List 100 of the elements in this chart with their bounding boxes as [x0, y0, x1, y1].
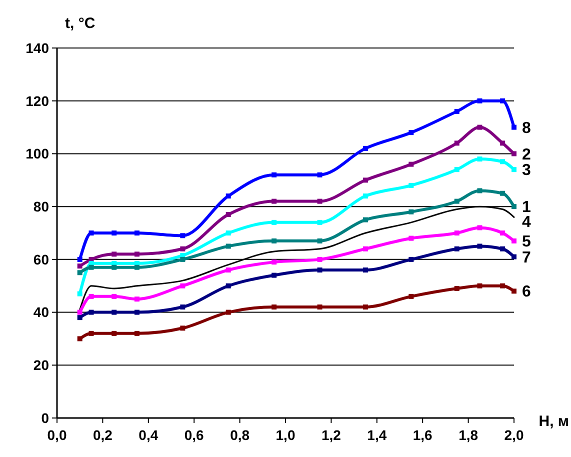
x-tick-label: 0,8: [230, 427, 250, 443]
point: [134, 296, 140, 302]
series-label: 5: [522, 234, 531, 251]
point: [454, 140, 460, 146]
point: [88, 230, 94, 236]
y-axis-title: t, °C: [65, 15, 96, 32]
point: [500, 190, 506, 196]
point: [112, 252, 117, 257]
point: [362, 194, 368, 198]
point: [77, 336, 82, 342]
point: [362, 217, 368, 222]
point: [112, 294, 117, 299]
point: [88, 330, 94, 336]
point: [226, 283, 231, 288]
point: [408, 130, 414, 136]
point: [112, 264, 117, 270]
point: [77, 256, 82, 262]
x-tick-label: 2,0: [504, 427, 524, 443]
point: [112, 330, 117, 336]
series-label: 1: [522, 199, 531, 216]
point: [180, 233, 186, 238]
point: [408, 182, 414, 188]
point: [477, 124, 482, 130]
point: [512, 124, 516, 130]
point: [77, 315, 82, 320]
point: [134, 230, 140, 236]
series-label: 4: [522, 214, 531, 232]
point: [500, 230, 506, 236]
point: [454, 198, 460, 204]
point: [477, 98, 482, 104]
y-tick-label: 120: [26, 92, 50, 109]
point: [512, 254, 516, 260]
point: [477, 283, 482, 288]
y-tick-label: 40: [33, 304, 50, 320]
point: [272, 198, 277, 204]
point: [500, 98, 506, 104]
point: [408, 294, 414, 299]
point: [500, 283, 506, 288]
y-tick-label: 0: [41, 410, 50, 426]
point: [512, 151, 516, 156]
point: [362, 304, 368, 310]
x-tick-label: 1,0: [276, 427, 296, 443]
point: [317, 238, 322, 244]
x-tick-label: 1,2: [321, 427, 342, 443]
point: [317, 256, 322, 262]
x-tick-label: 1,8: [458, 427, 478, 443]
point: [317, 268, 322, 272]
point: [226, 268, 231, 272]
series-label: 7: [522, 249, 531, 266]
point: [454, 286, 460, 291]
x-tick-label: 0,0: [47, 427, 67, 443]
point: [226, 212, 231, 217]
point: [512, 288, 516, 294]
y-tick-label: 60: [33, 251, 50, 268]
point: [408, 162, 414, 167]
point: [500, 140, 506, 146]
point: [362, 178, 368, 183]
point: [88, 264, 94, 270]
series-label: 2: [522, 146, 531, 164]
point: [272, 272, 277, 278]
x-tick-label: 0,4: [138, 427, 158, 443]
point: [512, 204, 516, 210]
point: [477, 188, 482, 194]
point: [272, 238, 277, 244]
point: [134, 330, 140, 336]
y-tick-label: 20: [33, 357, 50, 374]
series-label: 8: [522, 120, 531, 137]
point: [408, 236, 414, 241]
point: [317, 172, 322, 178]
point: [317, 198, 322, 204]
point: [272, 220, 277, 225]
x-axis-title: H, м: [538, 413, 569, 430]
point: [77, 270, 82, 276]
point: [77, 264, 82, 269]
point: [477, 225, 482, 230]
x-tick-label: 0,6: [184, 427, 204, 443]
point: [477, 156, 482, 162]
series-label: 3: [522, 162, 531, 180]
x-tick-label: 0,2: [92, 427, 113, 443]
point: [180, 256, 186, 262]
series-label: 6: [522, 284, 531, 301]
point: [272, 304, 277, 310]
x-tick-label: 1,6: [412, 427, 433, 443]
point: [180, 283, 186, 288]
point: [500, 246, 506, 252]
y-tick-label: 100: [26, 146, 50, 162]
x-tick-label: 1,4: [367, 427, 387, 443]
point: [454, 246, 460, 252]
point: [112, 310, 117, 315]
point: [180, 326, 186, 331]
point: [362, 246, 368, 252]
y-tick-label: 80: [33, 198, 50, 214]
point: [88, 310, 94, 315]
point: [500, 159, 506, 164]
point: [180, 304, 186, 310]
point: [454, 167, 460, 172]
point: [362, 146, 368, 151]
point: [512, 167, 516, 172]
point: [272, 172, 277, 178]
point: [454, 108, 460, 114]
